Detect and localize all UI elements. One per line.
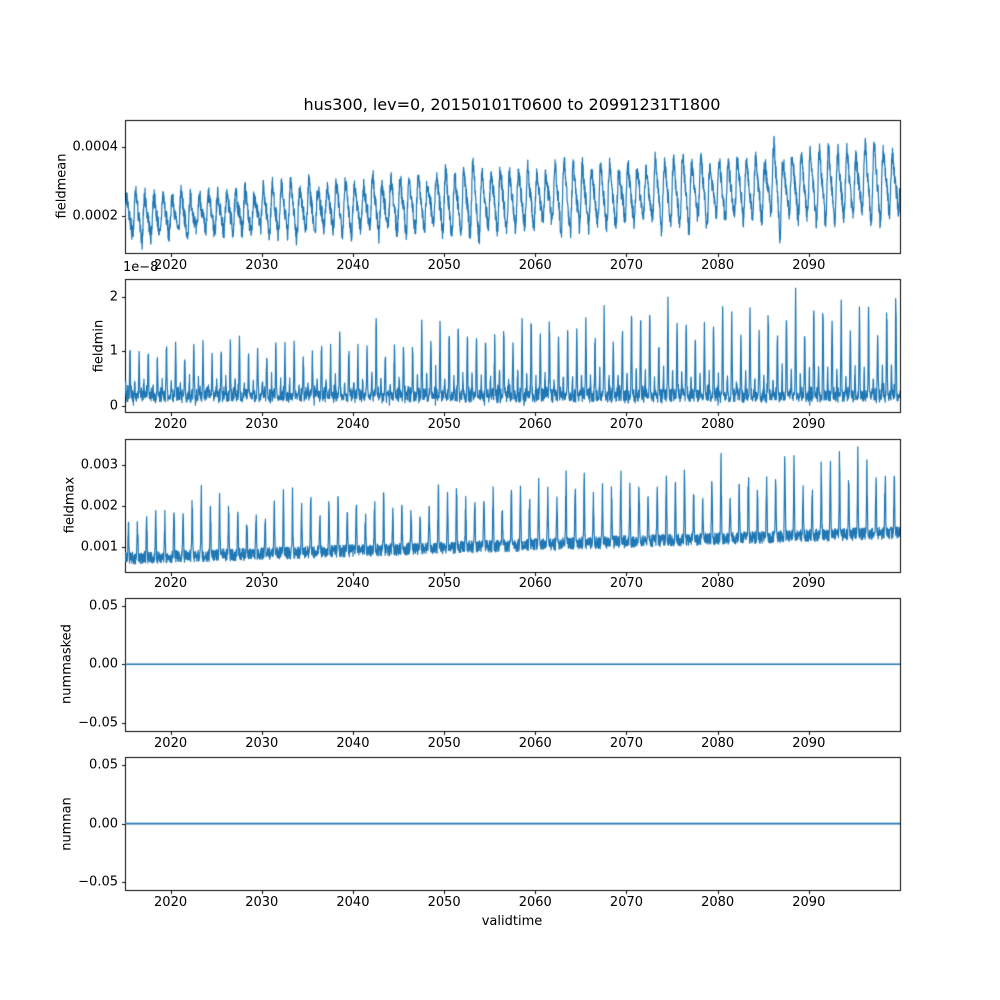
figure-title: hus300, lev=0, 20150101T0600 to 20991231… [303,95,721,114]
x-axis-label: validtime [481,914,543,929]
